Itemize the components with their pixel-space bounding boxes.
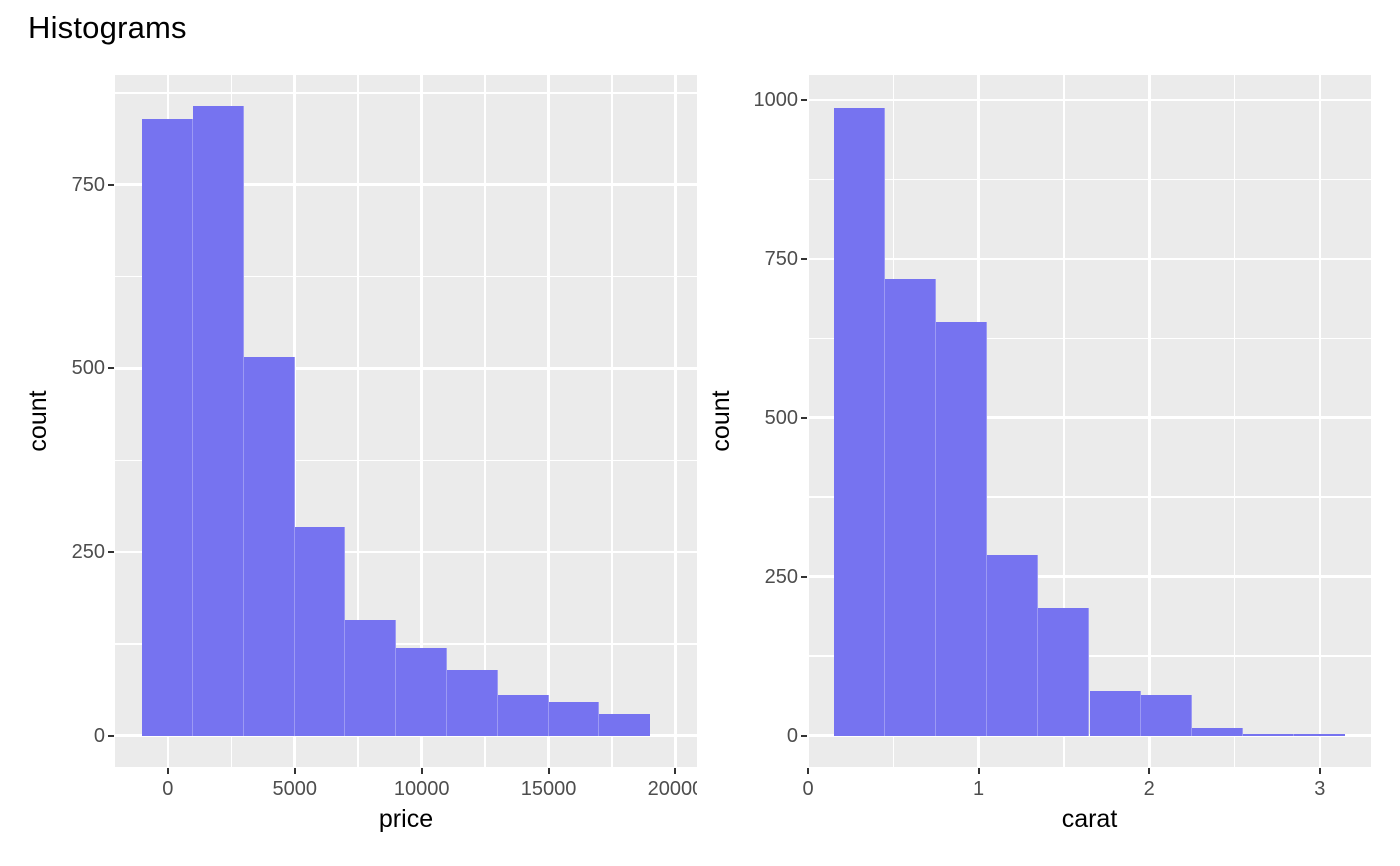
y-tick-label: 750 bbox=[71, 173, 105, 196]
x-tick-mark bbox=[166, 768, 169, 774]
x-tick-label: 2 bbox=[1143, 778, 1155, 801]
y-tick-mark bbox=[108, 734, 114, 737]
histogram-bar bbox=[599, 714, 651, 736]
y-minor-gridline bbox=[808, 655, 1371, 657]
histogram-bar bbox=[1038, 608, 1090, 736]
x-tick-mark bbox=[547, 768, 550, 774]
y-tick-mark bbox=[801, 98, 807, 101]
y-minor-gridline bbox=[808, 337, 1371, 339]
x-tick-mark bbox=[674, 768, 677, 774]
x-major-gridline bbox=[420, 74, 423, 768]
x-tick-label: 15000 bbox=[520, 778, 577, 801]
y-major-gridline bbox=[808, 416, 1371, 420]
histogram-bar bbox=[935, 322, 988, 736]
y-minor-gridline bbox=[115, 275, 697, 278]
y-major-gridline bbox=[115, 550, 697, 554]
y-tick-label: 250 bbox=[71, 541, 105, 564]
y-tick-label: 500 bbox=[764, 406, 798, 429]
histogram-bar bbox=[987, 555, 1039, 736]
price-histogram-x-axis-title: price bbox=[378, 805, 434, 834]
carat-histogram: count carat 0 1 2 3 0 250 500 750 1000 bbox=[697, 0, 1400, 866]
x-minor-gridline bbox=[484, 74, 486, 768]
x-tick-mark bbox=[807, 768, 809, 774]
histogram-bar bbox=[142, 118, 194, 736]
y-minor-gridline bbox=[115, 459, 697, 461]
y-tick-label: 0 bbox=[93, 724, 105, 747]
carat-histogram-x-axis-title: carat bbox=[1061, 805, 1118, 834]
histogram-bar bbox=[497, 695, 549, 736]
histogram-bar bbox=[447, 669, 498, 736]
y-major-gridline bbox=[808, 575, 1371, 578]
y-major-gridline bbox=[808, 98, 1371, 102]
y-minor-gridline bbox=[808, 178, 1371, 181]
histogram-bar bbox=[1089, 691, 1141, 736]
x-major-gridline bbox=[293, 74, 297, 768]
x-tick-label: 5000 bbox=[272, 778, 317, 801]
y-tick-mark bbox=[108, 551, 114, 554]
price-histogram-y-axis-title: count bbox=[24, 390, 52, 452]
carat-histogram-panel bbox=[808, 74, 1371, 768]
histogram-bar bbox=[345, 619, 397, 736]
y-tick-mark bbox=[108, 367, 114, 370]
x-tick-label: 1 bbox=[973, 778, 985, 801]
y-tick-mark bbox=[801, 575, 807, 578]
x-major-gridline bbox=[808, 74, 810, 768]
x-tick-mark bbox=[1318, 768, 1321, 774]
histogram-bar bbox=[243, 356, 295, 736]
histogram-bar bbox=[833, 108, 885, 736]
histogram-bar bbox=[884, 278, 936, 736]
histogram-bar bbox=[1140, 695, 1192, 736]
x-major-gridline bbox=[547, 74, 550, 768]
x-major-gridline bbox=[1318, 74, 1322, 768]
x-tick-label: 10000 bbox=[393, 778, 450, 801]
histogram-bar bbox=[193, 106, 244, 736]
x-major-gridline bbox=[1147, 74, 1151, 768]
y-minor-gridline bbox=[808, 496, 1371, 498]
x-minor-gridline bbox=[1233, 74, 1236, 768]
x-tick-mark bbox=[420, 768, 423, 774]
y-tick-label: 750 bbox=[764, 247, 798, 270]
y-tick-label: 1000 bbox=[753, 88, 799, 111]
y-tick-label: 500 bbox=[71, 357, 105, 380]
y-tick-mark bbox=[801, 416, 807, 419]
y-major-gridline bbox=[115, 734, 697, 737]
x-tick-label: 0 bbox=[162, 778, 174, 801]
y-tick-mark bbox=[108, 183, 114, 186]
histogram-bar bbox=[1243, 734, 1295, 736]
x-minor-gridline bbox=[1063, 74, 1065, 768]
y-minor-gridline bbox=[115, 643, 697, 645]
x-tick-label: 0 bbox=[802, 778, 814, 801]
y-major-gridline bbox=[115, 367, 697, 370]
y-major-gridline bbox=[115, 183, 697, 186]
y-major-gridline bbox=[808, 734, 1371, 737]
histogram-bar bbox=[1191, 727, 1244, 736]
y-tick-mark bbox=[801, 734, 807, 737]
price-histogram-panel bbox=[115, 74, 697, 768]
y-tick-mark bbox=[801, 257, 807, 260]
x-tick-mark bbox=[977, 768, 980, 774]
histogram-bar bbox=[294, 527, 346, 736]
x-major-gridline bbox=[674, 74, 677, 768]
x-tick-mark bbox=[1148, 768, 1151, 774]
y-tick-label: 250 bbox=[764, 565, 798, 588]
page-title: Histograms bbox=[28, 10, 187, 45]
histogram-bar bbox=[396, 647, 448, 736]
y-major-gridline bbox=[808, 257, 1371, 261]
x-minor-gridline bbox=[357, 74, 359, 768]
x-tick-mark bbox=[293, 768, 296, 774]
x-tick-label: 3 bbox=[1314, 778, 1326, 801]
histogram-bar bbox=[1294, 734, 1346, 736]
y-tick-label: 0 bbox=[786, 724, 798, 747]
x-minor-gridline bbox=[611, 74, 613, 768]
histogram-bar bbox=[548, 701, 600, 736]
y-minor-gridline bbox=[115, 92, 697, 94]
